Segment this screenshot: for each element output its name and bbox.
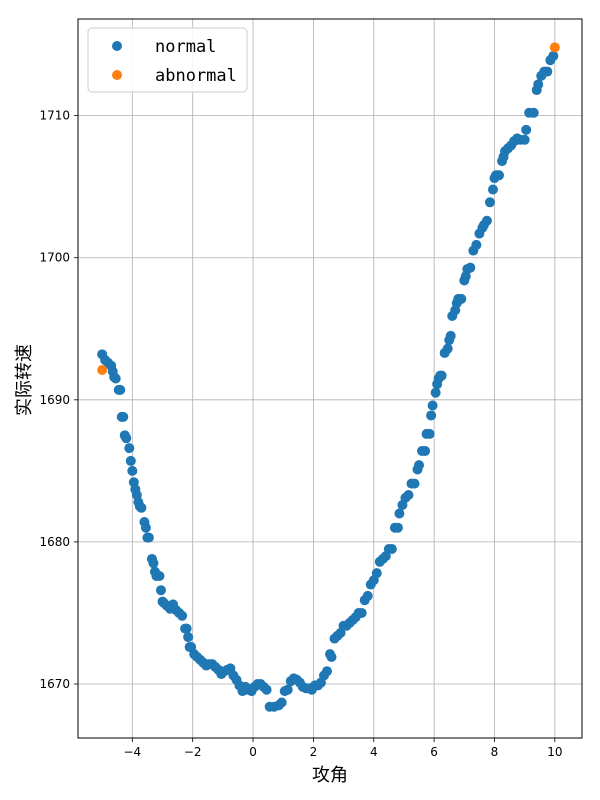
- normal-point: [533, 79, 544, 90]
- legend: normal abnormal: [87, 27, 248, 93]
- y-axis-label: 实际转速: [14, 344, 35, 416]
- y-tick-label: 1680: [39, 535, 70, 549]
- normal-point: [118, 411, 129, 422]
- normal-point: [426, 410, 437, 421]
- normal-point: [356, 607, 367, 618]
- x-tick-label: −4: [123, 745, 141, 759]
- normal-point: [445, 330, 456, 341]
- legend-label-normal: normal: [155, 37, 216, 57]
- normal-point: [521, 124, 532, 135]
- x-axis-label: 攻角: [312, 765, 348, 786]
- normal-point: [148, 558, 159, 569]
- abnormal-point: [549, 42, 560, 53]
- normal-point: [127, 465, 138, 476]
- y-tick-label: 1670: [39, 677, 70, 691]
- x-tick-label: 2: [310, 745, 318, 759]
- normal-point: [140, 522, 151, 533]
- normal-point: [420, 445, 431, 456]
- normal-point: [481, 215, 492, 226]
- normal-point: [115, 384, 126, 395]
- x-tick-label: −2: [184, 745, 202, 759]
- normal-point: [386, 544, 397, 555]
- legend-box: [87, 27, 248, 93]
- normal-point: [392, 522, 403, 533]
- legend-marker-abnormal: [112, 70, 122, 80]
- normal-point: [528, 107, 539, 118]
- normal-point: [487, 184, 498, 195]
- normal-point: [394, 508, 405, 519]
- x-tick-label: 8: [491, 745, 499, 759]
- normal-point: [465, 262, 476, 273]
- normal-point: [154, 571, 165, 582]
- normal-point: [430, 387, 441, 398]
- y-tick-label: 1690: [39, 393, 70, 407]
- x-tick-label: 10: [547, 745, 562, 759]
- normal-point: [321, 666, 332, 677]
- normal-point: [484, 197, 495, 208]
- x-tick-label: 0: [249, 745, 257, 759]
- legend-label-abnormal: abnormal: [155, 66, 237, 86]
- axis-ticks: −4 −2 0 2 4 6 8 10 1670 1680 1690 1700 1710: [39, 109, 562, 759]
- normal-point: [494, 170, 505, 181]
- normal-point: [282, 684, 293, 695]
- normal-point: [124, 443, 135, 454]
- normal-point: [276, 697, 287, 708]
- normal-point: [442, 343, 453, 354]
- abnormal-point: [97, 364, 108, 375]
- normal-point: [183, 632, 194, 643]
- grid: [78, 19, 582, 738]
- normal-point: [125, 455, 136, 466]
- normal-point: [326, 652, 337, 663]
- normal-point: [371, 568, 382, 579]
- normal-point: [542, 66, 553, 77]
- normal-point: [177, 610, 188, 621]
- normal-point: [471, 239, 482, 250]
- y-tick-label: 1710: [39, 109, 70, 123]
- normal-point: [181, 623, 192, 634]
- normal-point: [548, 50, 559, 61]
- normal-point: [143, 532, 154, 543]
- plot-area-frame: [77, 18, 583, 739]
- x-tick-label: 4: [370, 745, 378, 759]
- normal-point: [414, 460, 425, 471]
- normal-point: [110, 373, 121, 384]
- normal-point: [436, 370, 447, 381]
- x-tick-label: 6: [430, 745, 438, 759]
- normal-point: [362, 590, 373, 601]
- normal-point: [403, 490, 414, 501]
- y-tick-label: 1700: [39, 251, 70, 265]
- normal-point: [456, 293, 467, 304]
- normal-point: [261, 684, 272, 695]
- legend-marker-normal: [112, 41, 122, 51]
- normal-point: [409, 478, 420, 489]
- normal-point: [121, 433, 132, 444]
- normal-point: [136, 502, 147, 513]
- normal-point: [424, 428, 435, 439]
- normal-point: [155, 585, 166, 596]
- normal-point: [427, 400, 438, 411]
- normal-point: [519, 134, 530, 145]
- data-points: [97, 42, 560, 712]
